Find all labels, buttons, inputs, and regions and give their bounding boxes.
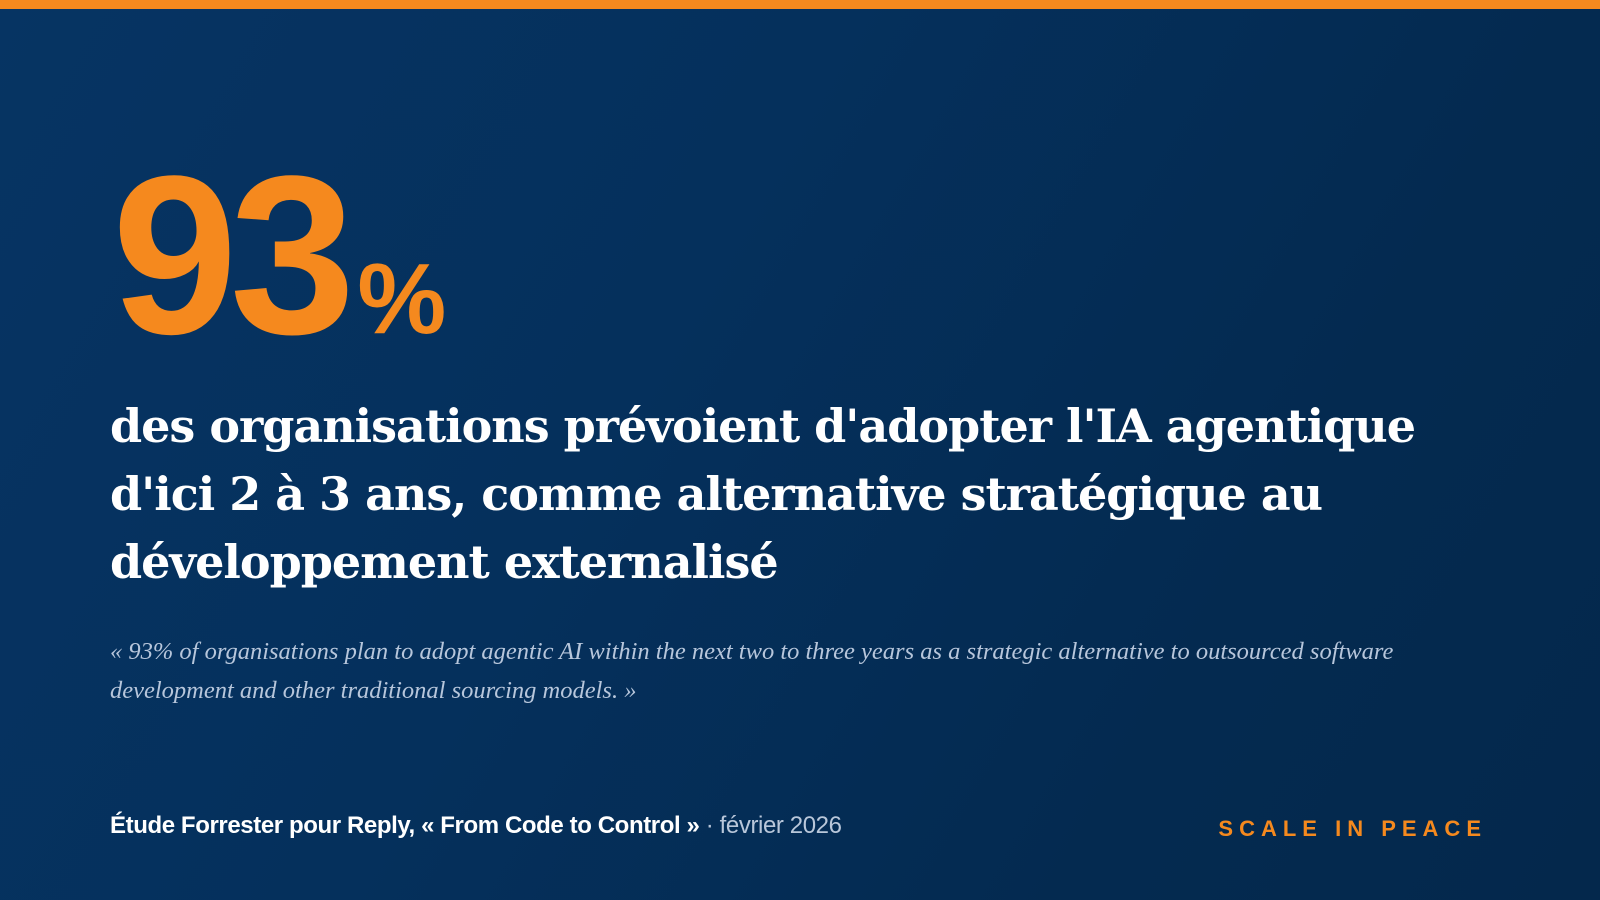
statistic: 93% bbox=[112, 142, 446, 368]
source-date: · février 2026 bbox=[705, 812, 842, 839]
statistic-value: 93 bbox=[112, 128, 355, 381]
brand-wordmark: SCALE IN PEACE bbox=[1218, 816, 1487, 841]
headline: des organisations prévoient d'adopter l'… bbox=[110, 399, 1416, 589]
accent-top-bar bbox=[0, 0, 1600, 9]
statistic-unit: % bbox=[357, 243, 447, 355]
source-quote: « 93% of organisations plan to adopt age… bbox=[110, 638, 1394, 704]
source-attribution: Étude Forrester pour Reply, « From Code … bbox=[110, 812, 842, 840]
source-title: Étude Forrester pour Reply, « From Code … bbox=[110, 812, 700, 839]
